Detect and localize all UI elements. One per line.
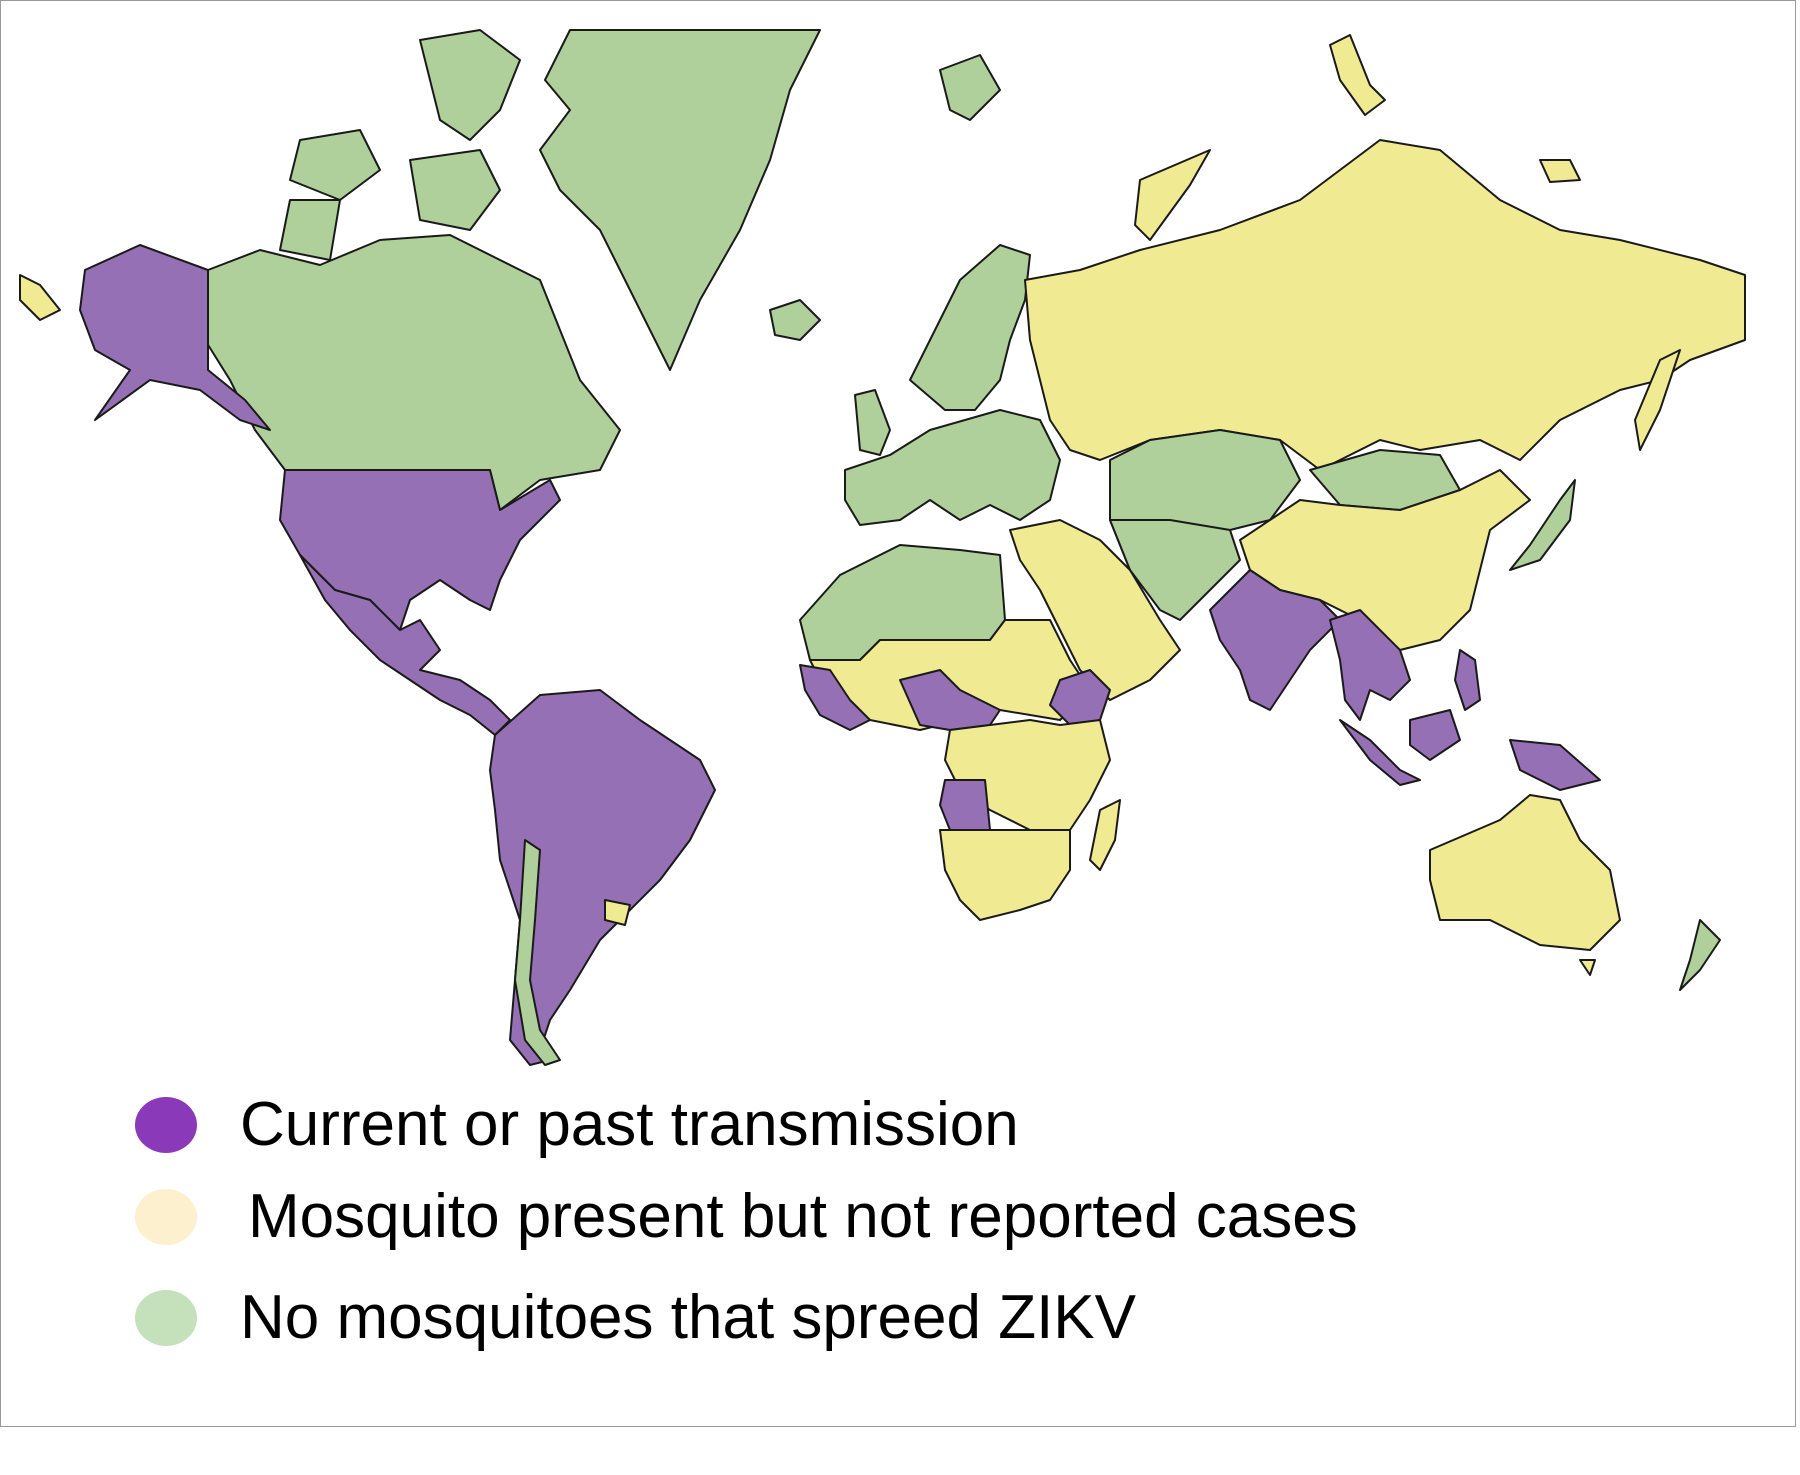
region-southern-africa <box>939 829 1071 921</box>
legend-label-transmission: Current or past transmission <box>240 1090 1019 1159</box>
land-group <box>19 29 1746 1066</box>
region-europe <box>844 409 1061 526</box>
region-borneo <box>1409 709 1461 761</box>
region-indonesia <box>1339 719 1421 786</box>
region-russia <box>1024 139 1746 471</box>
region-philippines <box>1454 649 1481 711</box>
region-west-africa <box>799 664 871 731</box>
region-uruguay <box>604 899 631 926</box>
region-iran <box>1109 519 1241 621</box>
region-papua <box>1509 739 1601 791</box>
region-arctic-islands <box>419 29 521 141</box>
region-svalbard <box>939 54 1001 121</box>
legend-label-no-mosquito: No mosquitoes that spreed ZIKV <box>240 1283 1137 1352</box>
region-india <box>1209 569 1341 711</box>
region-kamchatka <box>1634 349 1681 451</box>
region-iceland <box>769 299 821 341</box>
region-arctic-islands-3 <box>409 149 501 231</box>
legend-label-mosquito-present: Mosquito present but not reported cases <box>248 1182 1358 1251</box>
legend-swatch-transmission <box>135 1097 197 1153</box>
region-japan <box>1509 479 1576 571</box>
legend-item-transmission: Current or past transmission <box>135 1090 1435 1160</box>
region-new-zealand <box>1679 919 1721 991</box>
region-scandinavia <box>909 244 1031 411</box>
region-tasmania <box>1579 959 1596 976</box>
region-angola <box>939 779 991 831</box>
region-greenland <box>539 29 821 371</box>
legend-item-no-mosquito: No mosquitoes that spreed ZIKV <box>135 1283 1435 1353</box>
region-chile <box>514 839 561 1066</box>
region-se-asia <box>1329 609 1411 721</box>
region-novaya-zemlya <box>1134 149 1211 241</box>
region-arctic-islands-4 <box>279 199 341 261</box>
world-map <box>19 29 1746 1066</box>
region-australia <box>1429 794 1621 951</box>
region-alaska-tip <box>19 274 61 321</box>
region-arctic-islands-2 <box>289 129 381 201</box>
region-franz-josef <box>1329 34 1386 116</box>
region-wrangel <box>1539 159 1581 183</box>
region-madagascar <box>1089 799 1121 871</box>
legend-swatch-mosquito-present <box>135 1189 197 1245</box>
region-middle-east <box>1009 519 1181 701</box>
region-nigeria <box>899 669 1001 731</box>
region-mexico <box>299 554 511 736</box>
region-south-america <box>489 689 716 1066</box>
legend-item-mosquito-present: Mosquito present but not reported cases <box>135 1182 1435 1252</box>
region-uk <box>854 389 891 456</box>
legend-swatch-no-mosquito <box>135 1290 197 1346</box>
region-canada <box>204 234 621 511</box>
region-alaska <box>79 244 271 431</box>
